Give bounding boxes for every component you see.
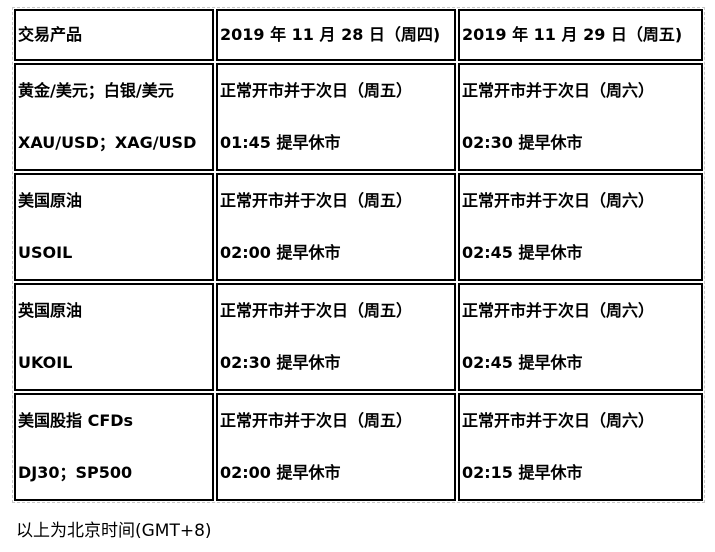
close-time: 02:30 提早休市 bbox=[220, 353, 341, 372]
date1-cell: 正常开市并于次日（周五） 02:30 提早休市 bbox=[216, 283, 456, 391]
table-row: 英国原油 UKOIL 正常开市并于次日（周五） 02:30 提早休市 正常开市并于次… bbox=[14, 283, 703, 391]
product-name: 美国原油 bbox=[18, 191, 83, 210]
date2-cell: 正常开市并于次日（周六） 02:45 提早休市 bbox=[458, 283, 703, 391]
product-name: 黄金/美元；白银/美元 bbox=[18, 81, 174, 100]
product-cell: 美国股指 CFDs DJ30；SP500 bbox=[14, 393, 214, 501]
date2-cell: 正常开市并于次日（周六） 02:15 提早休市 bbox=[458, 393, 703, 501]
close-time: 02:00 提早休市 bbox=[220, 243, 341, 262]
status-text: 正常开市并于次日（周六） bbox=[462, 81, 655, 100]
table-header-row: 交易产品 2019 年 11 月 28 日（周四) 2019 年 11 月 29… bbox=[14, 9, 703, 61]
timezone-footnote: 以上为北京时间(GMT+8) bbox=[16, 521, 212, 541]
product-cell: 美国原油 USOIL bbox=[14, 173, 214, 281]
close-time: 01:45 提早休市 bbox=[220, 133, 341, 152]
product-cell: 黄金/美元；白银/美元 XAU/USD；XAG/USD bbox=[14, 63, 214, 171]
product-symbol: XAU/USD；XAG/USD bbox=[18, 133, 197, 152]
status-text: 正常开市并于次日（周六） bbox=[462, 191, 655, 210]
header-product: 交易产品 bbox=[14, 9, 214, 61]
date1-cell: 正常开市并于次日（周五） 02:00 提早休市 bbox=[216, 173, 456, 281]
product-symbol: DJ30；SP500 bbox=[18, 463, 133, 482]
header-date-2: 2019 年 11 月 29 日（周五) bbox=[458, 9, 703, 61]
product-symbol: USOIL bbox=[18, 243, 73, 262]
close-time: 02:00 提早休市 bbox=[220, 463, 341, 482]
date2-cell: 正常开市并于次日（周六） 02:30 提早休市 bbox=[458, 63, 703, 171]
status-text: 正常开市并于次日（周五） bbox=[220, 411, 413, 430]
table-row: 美国原油 USOIL 正常开市并于次日（周五） 02:00 提早休市 正常开市并于次… bbox=[14, 173, 703, 281]
status-text: 正常开市并于次日（周五） bbox=[220, 81, 413, 100]
schedule-table-wrapper: 交易产品 2019 年 11 月 28 日（周四) 2019 年 11 月 29… bbox=[12, 7, 705, 503]
header-date-1: 2019 年 11 月 28 日（周四) bbox=[216, 9, 456, 61]
product-cell: 英国原油 UKOIL bbox=[14, 283, 214, 391]
product-name: 英国原油 bbox=[18, 301, 83, 320]
schedule-table: 交易产品 2019 年 11 月 28 日（周四) 2019 年 11 月 29… bbox=[12, 7, 705, 503]
status-text: 正常开市并于次日（周六） bbox=[462, 301, 655, 320]
date2-cell: 正常开市并于次日（周六） 02:45 提早休市 bbox=[458, 173, 703, 281]
close-time: 02:45 提早休市 bbox=[462, 353, 583, 372]
status-text: 正常开市并于次日（周六） bbox=[462, 411, 655, 430]
status-text: 正常开市并于次日（周五） bbox=[220, 301, 413, 320]
product-symbol: UKOIL bbox=[18, 353, 73, 372]
table-row: 黄金/美元；白银/美元 XAU/USD；XAG/USD 正常开市并于次日（周五） 0… bbox=[14, 63, 703, 171]
status-text: 正常开市并于次日（周五） bbox=[220, 191, 413, 210]
table-row: 美国股指 CFDs DJ30；SP500 正常开市并于次日（周五） 02:00 提早… bbox=[14, 393, 703, 501]
close-time: 02:15 提早休市 bbox=[462, 463, 583, 482]
date1-cell: 正常开市并于次日（周五） 01:45 提早休市 bbox=[216, 63, 456, 171]
date1-cell: 正常开市并于次日（周五） 02:00 提早休市 bbox=[216, 393, 456, 501]
close-time: 02:30 提早休市 bbox=[462, 133, 583, 152]
close-time: 02:45 提早休市 bbox=[462, 243, 583, 262]
product-name: 美国股指 CFDs bbox=[18, 411, 134, 430]
